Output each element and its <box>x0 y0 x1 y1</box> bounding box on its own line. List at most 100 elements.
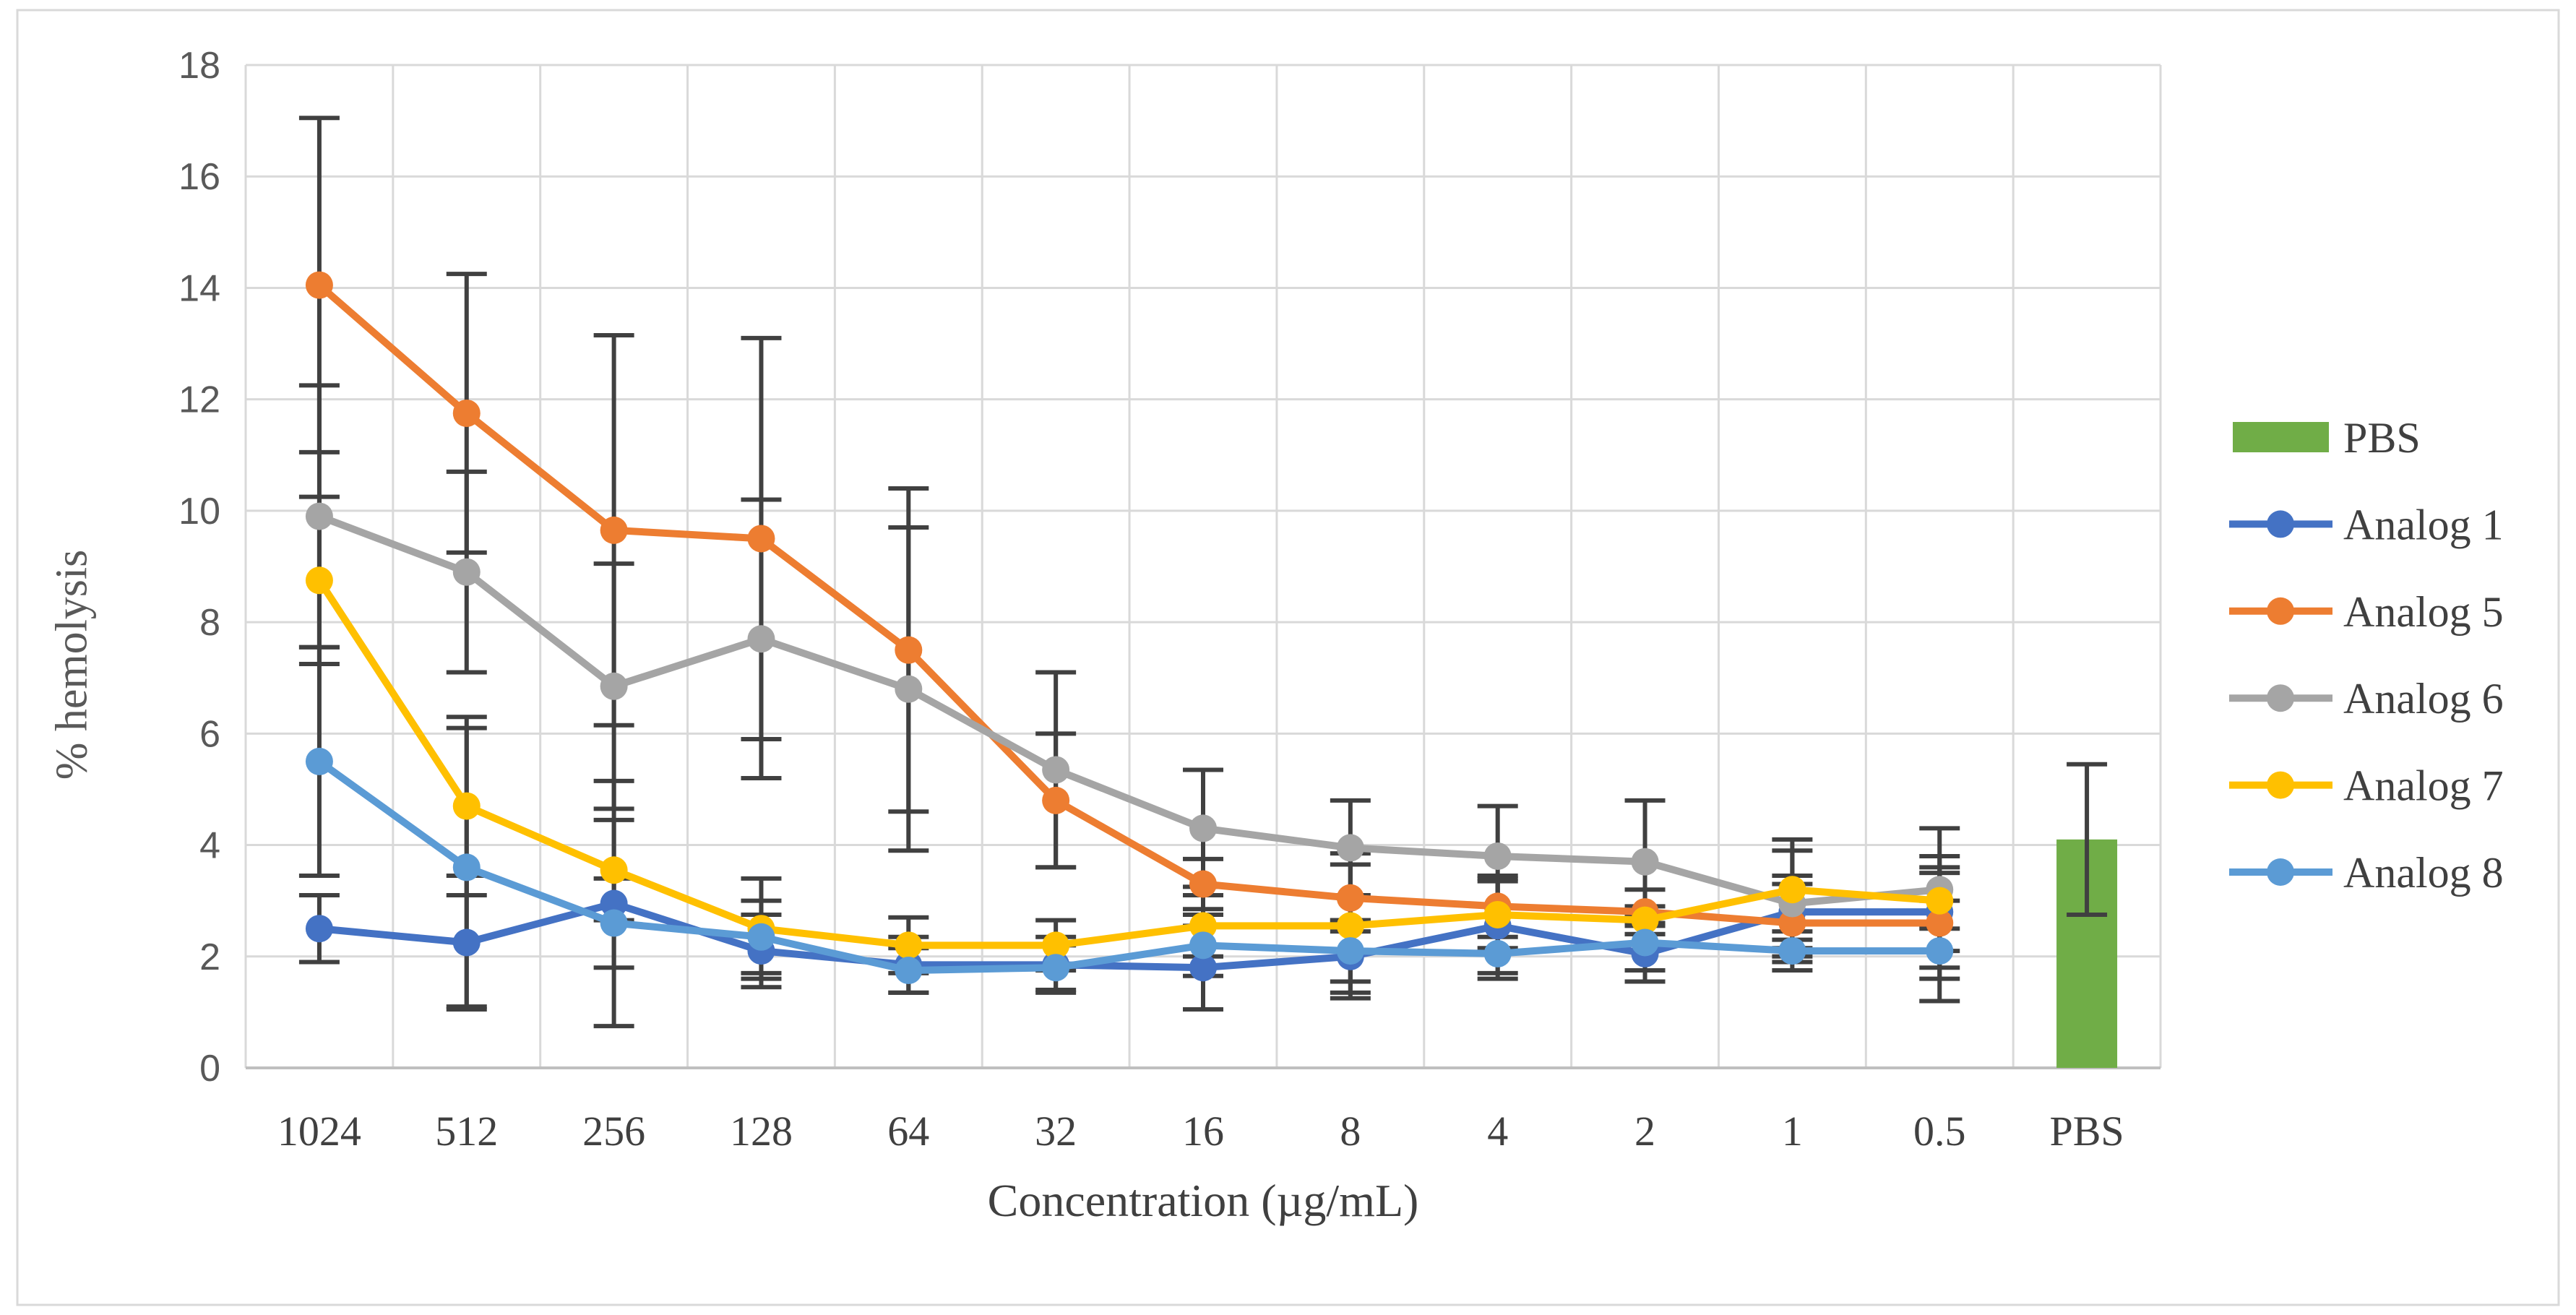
series-line-analog-8 <box>315 757 1944 975</box>
y-axis-ticks: 0 2 4 6 8 10 12 14 16 18 <box>178 45 220 1090</box>
data-point-marker <box>1336 937 1364 965</box>
data-point-marker <box>1042 954 1070 982</box>
series-markers-analog-8 <box>305 747 1954 985</box>
data-point-marker <box>895 957 923 985</box>
data-point-marker <box>747 525 775 553</box>
data-point-marker <box>1631 906 1659 934</box>
data-point-marker <box>452 928 481 957</box>
data-point-marker <box>1778 937 1806 965</box>
legend-marker-icon <box>2267 597 2294 625</box>
data-point-marker <box>895 636 923 664</box>
data-point-marker <box>1336 912 1364 940</box>
legend-label: Analog 8 <box>2343 849 2504 897</box>
data-point-marker <box>305 271 333 299</box>
y-tick-label: 12 <box>178 379 220 421</box>
data-point-marker <box>1336 884 1364 912</box>
legend-item-pbs: PBS <box>2233 414 2421 462</box>
data-point-marker <box>1926 937 1954 965</box>
x-tick-label: 512 <box>435 1108 498 1155</box>
x-axis-ticks: 1024 512 256 128 64 32 16 8 4 2 1 0.5 PBS <box>277 1108 2124 1155</box>
legend-label: Analog 1 <box>2343 501 2504 548</box>
y-tick-label: 4 <box>199 825 220 867</box>
data-point-marker <box>452 853 481 881</box>
legend-label: PBS <box>2343 414 2421 462</box>
data-point-marker <box>1483 842 1512 870</box>
data-point-marker <box>1189 814 1217 842</box>
data-point-marker <box>305 747 333 775</box>
x-axis-title: Concentration (µg/mL) <box>987 1175 1419 1226</box>
data-point-marker <box>600 672 628 700</box>
data-point-marker <box>1042 931 1070 960</box>
data-point-marker <box>305 502 333 530</box>
data-point-marker <box>895 675 923 703</box>
data-point-marker <box>600 856 628 884</box>
legend-item-analog-7: Analog 7 <box>2229 762 2504 810</box>
legend-marker-icon <box>2267 858 2294 886</box>
x-tick-label: 128 <box>730 1108 793 1155</box>
y-tick-label: 2 <box>199 936 220 978</box>
data-point-marker <box>1189 954 1217 982</box>
legend-item-analog-8: Analog 8 <box>2229 849 2504 897</box>
data-point-marker <box>1631 848 1659 876</box>
data-point-marker <box>305 566 333 595</box>
x-tick-label: 2 <box>1634 1108 1655 1155</box>
data-point-marker <box>600 909 628 937</box>
x-tick-label: 0.5 <box>1913 1108 1966 1155</box>
legend-marker-icon <box>2267 510 2294 538</box>
data-point-marker <box>452 399 481 427</box>
x-tick-label: 16 <box>1182 1108 1224 1155</box>
x-tick-label: PBS <box>2049 1108 2124 1155</box>
error-bar <box>2067 762 2108 917</box>
data-point-marker <box>1926 887 1954 915</box>
series-line-analog-7 <box>315 577 1944 949</box>
data-point-marker <box>1189 931 1217 960</box>
data-point-marker <box>1189 912 1217 940</box>
data-point-marker <box>452 558 481 586</box>
y-tick-label: 8 <box>199 602 220 644</box>
data-point-marker <box>1778 876 1806 904</box>
legend-label: Analog 6 <box>2343 675 2504 723</box>
legend-marker-icon <box>2267 684 2294 712</box>
y-tick-label: 0 <box>199 1048 220 1090</box>
x-tick-label: 64 <box>887 1108 929 1155</box>
data-point-marker <box>895 931 923 960</box>
y-tick-label: 6 <box>199 713 220 755</box>
x-tick-label: 32 <box>1035 1108 1077 1155</box>
y-tick-label: 14 <box>178 267 220 309</box>
legend: PBS Analog 1 Analog 5 Analog 6 Analog 7 Analo… <box>2229 414 2504 897</box>
legend-item-analog-6: Analog 6 <box>2229 675 2504 723</box>
data-point-marker <box>1483 939 1512 967</box>
y-axis-title: % hemolysis <box>47 549 97 780</box>
x-tick-label: 4 <box>1487 1108 1508 1155</box>
legend-label: Analog 5 <box>2343 588 2504 636</box>
data-point-marker <box>600 889 628 918</box>
gridlines <box>244 64 2162 1069</box>
data-point-marker <box>1042 786 1070 814</box>
data-point-marker <box>1189 870 1217 898</box>
x-tick-label: 256 <box>582 1108 645 1155</box>
data-point-marker <box>1926 909 1954 937</box>
data-point-marker <box>1778 909 1806 937</box>
y-tick-label: 10 <box>178 491 220 533</box>
data-point-marker <box>1631 928 1659 957</box>
data-point-marker <box>747 923 775 951</box>
y-tick-label: 18 <box>178 45 220 87</box>
legend-bar-swatch <box>2233 422 2329 452</box>
data-point-marker <box>452 792 481 820</box>
legend-label: Analog 7 <box>2343 762 2504 810</box>
data-point-marker <box>1483 900 1512 928</box>
data-point-marker <box>1336 834 1364 862</box>
x-tick-label: 1024 <box>277 1108 361 1155</box>
data-point-marker <box>600 516 628 544</box>
series-line-analog-6 <box>315 512 1944 907</box>
y-tick-label: 16 <box>178 156 220 198</box>
x-tick-label: 8 <box>1340 1108 1361 1155</box>
legend-marker-icon <box>2267 771 2294 799</box>
figure-border <box>16 9 2560 1306</box>
data-point-marker <box>1042 756 1070 784</box>
data-point-marker <box>747 625 775 653</box>
legend-item-analog-5: Analog 5 <box>2229 588 2504 636</box>
x-tick-label: 1 <box>1782 1108 1803 1155</box>
